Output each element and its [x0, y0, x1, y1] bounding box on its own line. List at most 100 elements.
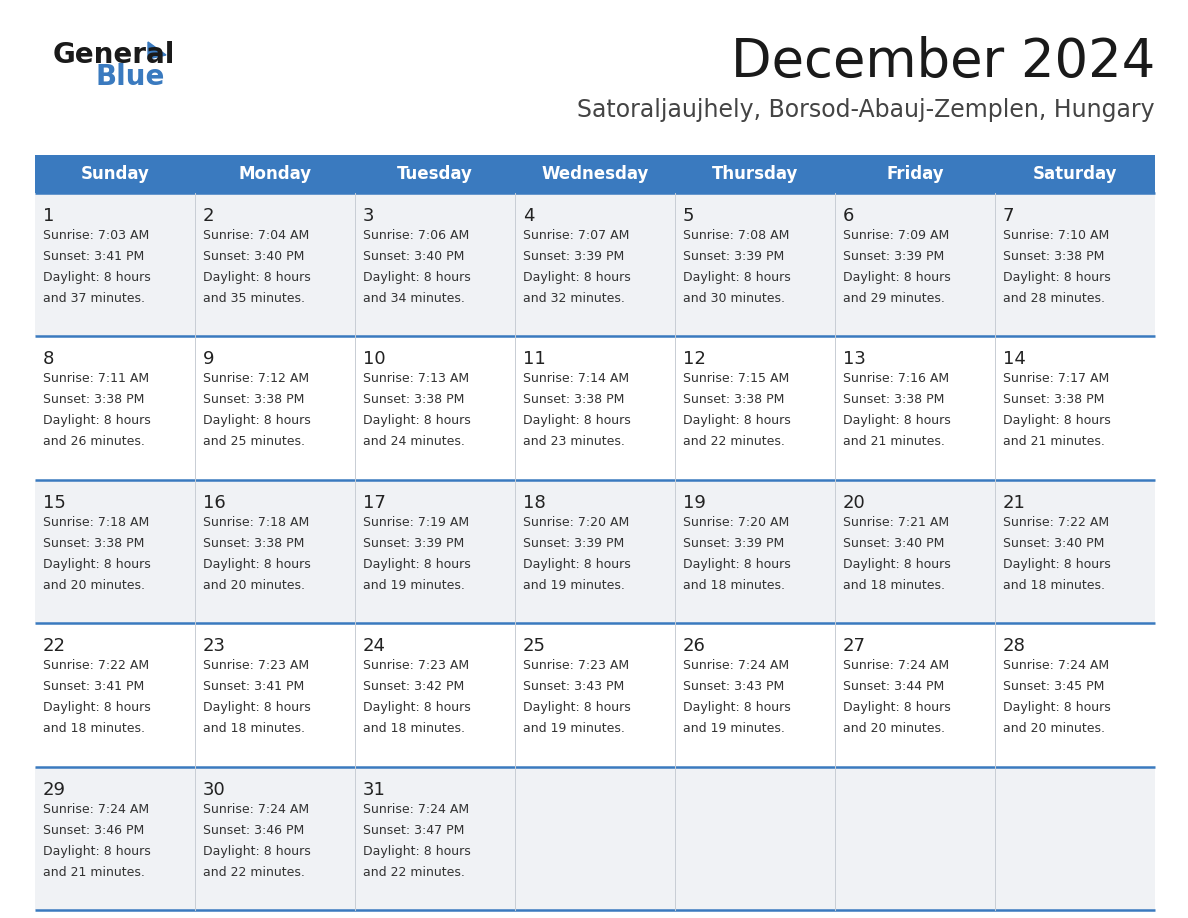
Text: 8: 8	[43, 351, 55, 368]
Text: Daylight: 8 hours: Daylight: 8 hours	[843, 701, 950, 714]
Text: 10: 10	[364, 351, 386, 368]
Text: Sunrise: 7:08 AM: Sunrise: 7:08 AM	[683, 229, 789, 242]
Text: December 2024: December 2024	[731, 36, 1155, 88]
Text: Sunset: 3:43 PM: Sunset: 3:43 PM	[523, 680, 624, 693]
Text: Wednesday: Wednesday	[542, 165, 649, 183]
Text: Sunset: 3:41 PM: Sunset: 3:41 PM	[203, 680, 304, 693]
Text: Daylight: 8 hours: Daylight: 8 hours	[683, 271, 791, 284]
Text: and 26 minutes.: and 26 minutes.	[43, 435, 145, 448]
Text: 7: 7	[1003, 207, 1015, 225]
Text: Sunrise: 7:07 AM: Sunrise: 7:07 AM	[523, 229, 630, 242]
Text: Sunset: 3:40 PM: Sunset: 3:40 PM	[1003, 537, 1105, 550]
Bar	[835, 155, 996, 193]
Text: and 30 minutes.: and 30 minutes.	[683, 292, 785, 305]
Text: 13: 13	[843, 351, 866, 368]
Text: and 18 minutes.: and 18 minutes.	[683, 579, 785, 592]
Text: 1: 1	[43, 207, 55, 225]
Bar	[516, 155, 675, 193]
Text: Sunset: 3:38 PM: Sunset: 3:38 PM	[43, 394, 145, 407]
Text: Sunset: 3:38 PM: Sunset: 3:38 PM	[43, 537, 145, 550]
Text: Sunrise: 7:18 AM: Sunrise: 7:18 AM	[203, 516, 309, 529]
Text: Daylight: 8 hours: Daylight: 8 hours	[43, 558, 151, 571]
Text: Daylight: 8 hours: Daylight: 8 hours	[203, 558, 311, 571]
Text: and 21 minutes.: and 21 minutes.	[43, 866, 145, 879]
Bar	[355, 155, 516, 193]
Bar	[34, 155, 195, 193]
Text: Sunset: 3:40 PM: Sunset: 3:40 PM	[203, 250, 304, 263]
Text: Daylight: 8 hours: Daylight: 8 hours	[683, 558, 791, 571]
Text: 23: 23	[203, 637, 226, 655]
Text: and 21 minutes.: and 21 minutes.	[843, 435, 944, 448]
Text: Daylight: 8 hours: Daylight: 8 hours	[364, 558, 470, 571]
Text: Sunrise: 7:19 AM: Sunrise: 7:19 AM	[364, 516, 469, 529]
Text: and 29 minutes.: and 29 minutes.	[843, 292, 944, 305]
Text: Sunset: 3:38 PM: Sunset: 3:38 PM	[203, 537, 304, 550]
Text: and 20 minutes.: and 20 minutes.	[1003, 722, 1105, 735]
Text: 18: 18	[523, 494, 545, 512]
Text: 25: 25	[523, 637, 546, 655]
Text: Sunrise: 7:03 AM: Sunrise: 7:03 AM	[43, 229, 150, 242]
Text: 21: 21	[1003, 494, 1026, 512]
Text: and 20 minutes.: and 20 minutes.	[203, 579, 305, 592]
Text: Daylight: 8 hours: Daylight: 8 hours	[203, 271, 311, 284]
Text: Sunrise: 7:14 AM: Sunrise: 7:14 AM	[523, 373, 630, 386]
Text: Sunrise: 7:24 AM: Sunrise: 7:24 AM	[203, 802, 309, 815]
Text: Friday: Friday	[886, 165, 943, 183]
Text: and 20 minutes.: and 20 minutes.	[843, 722, 944, 735]
Text: Daylight: 8 hours: Daylight: 8 hours	[1003, 558, 1111, 571]
Text: Daylight: 8 hours: Daylight: 8 hours	[843, 414, 950, 428]
Text: 6: 6	[843, 207, 854, 225]
Text: Sunset: 3:40 PM: Sunset: 3:40 PM	[364, 250, 465, 263]
Text: Daylight: 8 hours: Daylight: 8 hours	[1003, 414, 1111, 428]
Text: and 19 minutes.: and 19 minutes.	[523, 579, 625, 592]
Text: Satoraljaujhely, Borsod-Abauj-Zemplen, Hungary: Satoraljaujhely, Borsod-Abauj-Zemplen, H…	[577, 98, 1155, 122]
Text: 27: 27	[843, 637, 866, 655]
Text: and 25 minutes.: and 25 minutes.	[203, 435, 305, 448]
Text: Sunset: 3:39 PM: Sunset: 3:39 PM	[683, 537, 784, 550]
Text: and 19 minutes.: and 19 minutes.	[523, 722, 625, 735]
Bar	[195, 155, 355, 193]
Text: Sunset: 3:41 PM: Sunset: 3:41 PM	[43, 680, 144, 693]
Text: Daylight: 8 hours: Daylight: 8 hours	[43, 414, 151, 428]
Text: and 19 minutes.: and 19 minutes.	[683, 722, 785, 735]
Text: Sunrise: 7:22 AM: Sunrise: 7:22 AM	[43, 659, 150, 672]
Text: General: General	[53, 41, 176, 69]
Text: Blue: Blue	[95, 63, 164, 91]
Text: 28: 28	[1003, 637, 1026, 655]
Text: Sunset: 3:47 PM: Sunset: 3:47 PM	[364, 823, 465, 836]
Text: Daylight: 8 hours: Daylight: 8 hours	[683, 701, 791, 714]
Text: Thursday: Thursday	[712, 165, 798, 183]
Text: 16: 16	[203, 494, 226, 512]
Text: Sunrise: 7:22 AM: Sunrise: 7:22 AM	[1003, 516, 1110, 529]
Text: Sunrise: 7:10 AM: Sunrise: 7:10 AM	[1003, 229, 1110, 242]
Text: and 21 minutes.: and 21 minutes.	[1003, 435, 1105, 448]
Text: Daylight: 8 hours: Daylight: 8 hours	[364, 845, 470, 857]
Text: Sunset: 3:38 PM: Sunset: 3:38 PM	[843, 394, 944, 407]
Text: Daylight: 8 hours: Daylight: 8 hours	[683, 414, 791, 428]
Text: Sunset: 3:45 PM: Sunset: 3:45 PM	[1003, 680, 1105, 693]
Text: and 35 minutes.: and 35 minutes.	[203, 292, 305, 305]
Text: and 37 minutes.: and 37 minutes.	[43, 292, 145, 305]
Text: 24: 24	[364, 637, 386, 655]
Text: Daylight: 8 hours: Daylight: 8 hours	[43, 845, 151, 857]
Text: 3: 3	[364, 207, 374, 225]
Text: and 18 minutes.: and 18 minutes.	[843, 579, 944, 592]
Text: Daylight: 8 hours: Daylight: 8 hours	[203, 414, 311, 428]
Text: Daylight: 8 hours: Daylight: 8 hours	[523, 701, 631, 714]
Text: 29: 29	[43, 780, 67, 799]
Text: Sunset: 3:39 PM: Sunset: 3:39 PM	[523, 537, 624, 550]
Text: Sunrise: 7:21 AM: Sunrise: 7:21 AM	[843, 516, 949, 529]
Text: Daylight: 8 hours: Daylight: 8 hours	[843, 558, 950, 571]
Text: Daylight: 8 hours: Daylight: 8 hours	[523, 558, 631, 571]
Bar	[996, 155, 1155, 193]
Text: Sunrise: 7:23 AM: Sunrise: 7:23 AM	[203, 659, 309, 672]
Text: Sunrise: 7:11 AM: Sunrise: 7:11 AM	[43, 373, 150, 386]
Text: Sunrise: 7:24 AM: Sunrise: 7:24 AM	[1003, 659, 1110, 672]
Text: and 28 minutes.: and 28 minutes.	[1003, 292, 1105, 305]
Text: Daylight: 8 hours: Daylight: 8 hours	[1003, 271, 1111, 284]
Text: 11: 11	[523, 351, 545, 368]
Text: and 22 minutes.: and 22 minutes.	[364, 866, 465, 879]
Text: Sunset: 3:43 PM: Sunset: 3:43 PM	[683, 680, 784, 693]
Text: 30: 30	[203, 780, 226, 799]
Text: 26: 26	[683, 637, 706, 655]
